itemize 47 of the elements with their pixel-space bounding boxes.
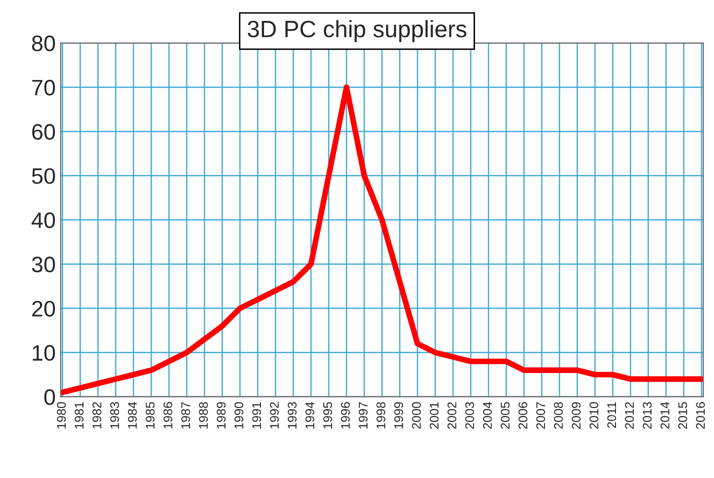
x-tick-label: 1981 <box>74 402 84 428</box>
y-tick-label: 50 <box>32 168 55 184</box>
y-tick-label: 20 <box>32 300 55 317</box>
x-tick-label: 2004 <box>483 402 492 429</box>
x-tick-label: 1995 <box>323 402 332 428</box>
x-tick-label: 1998 <box>376 402 386 428</box>
x-tick-label: 1983 <box>110 402 120 428</box>
x-tick-label: 1996 <box>340 402 350 428</box>
x-tick-label: 2003 <box>465 402 474 429</box>
x-tick-label: 1990 <box>234 402 244 428</box>
x-tick-label: 2013 <box>642 402 652 429</box>
x-tick-label: 2001 <box>430 402 439 429</box>
x-tick-label: 2012 <box>625 402 634 429</box>
x-tick-label: 2008 <box>554 402 563 429</box>
x-tick-label: 1999 <box>394 402 404 428</box>
x-tick-label: 1993 <box>288 402 297 428</box>
x-tick-label: 2011 <box>607 402 616 428</box>
x-tick-label: 1987 <box>181 402 190 428</box>
x-tick-label: 1986 <box>163 402 172 428</box>
x-tick-label: 2009 <box>572 402 581 429</box>
x-tick-label: 2010 <box>590 402 598 429</box>
y-tick-label: 80 <box>32 36 55 52</box>
x-tick-label: 2014 <box>660 402 670 429</box>
x-tick-label: 1992 <box>270 402 279 428</box>
y-tick-label: 0 <box>44 389 55 406</box>
x-tick-label: 1982 <box>92 402 102 428</box>
chart-title: 3D PC chip suppliers <box>248 20 466 42</box>
x-tick-label: 2015 <box>678 402 688 429</box>
x-tick-label: 1988 <box>198 402 208 428</box>
y-tick-label: 70 <box>32 80 55 96</box>
x-tick-label: 2000 <box>412 402 421 429</box>
y-tick-label: 60 <box>32 124 55 140</box>
x-tick-label: 1994 <box>305 402 314 428</box>
x-tick-label: 1997 <box>358 402 368 428</box>
y-tick-label: 30 <box>32 256 55 272</box>
x-tick-label: 1985 <box>146 402 155 428</box>
y-tick-label: 40 <box>32 212 55 228</box>
x-tick-label: 2007 <box>536 402 546 429</box>
x-tick-label: 1991 <box>252 402 262 428</box>
x-tick-label: 1989 <box>216 402 226 428</box>
x-tick-label: 2006 <box>518 402 528 429</box>
y-tick-label: 10 <box>32 345 55 361</box>
x-tick-label: 1980 <box>56 402 66 428</box>
x-tick-label: 2005 <box>500 402 510 429</box>
x-tick-label: 1984 <box>128 402 137 428</box>
x-tick-label: 2016 <box>696 402 705 429</box>
x-tick-label: 2002 <box>448 402 456 429</box>
